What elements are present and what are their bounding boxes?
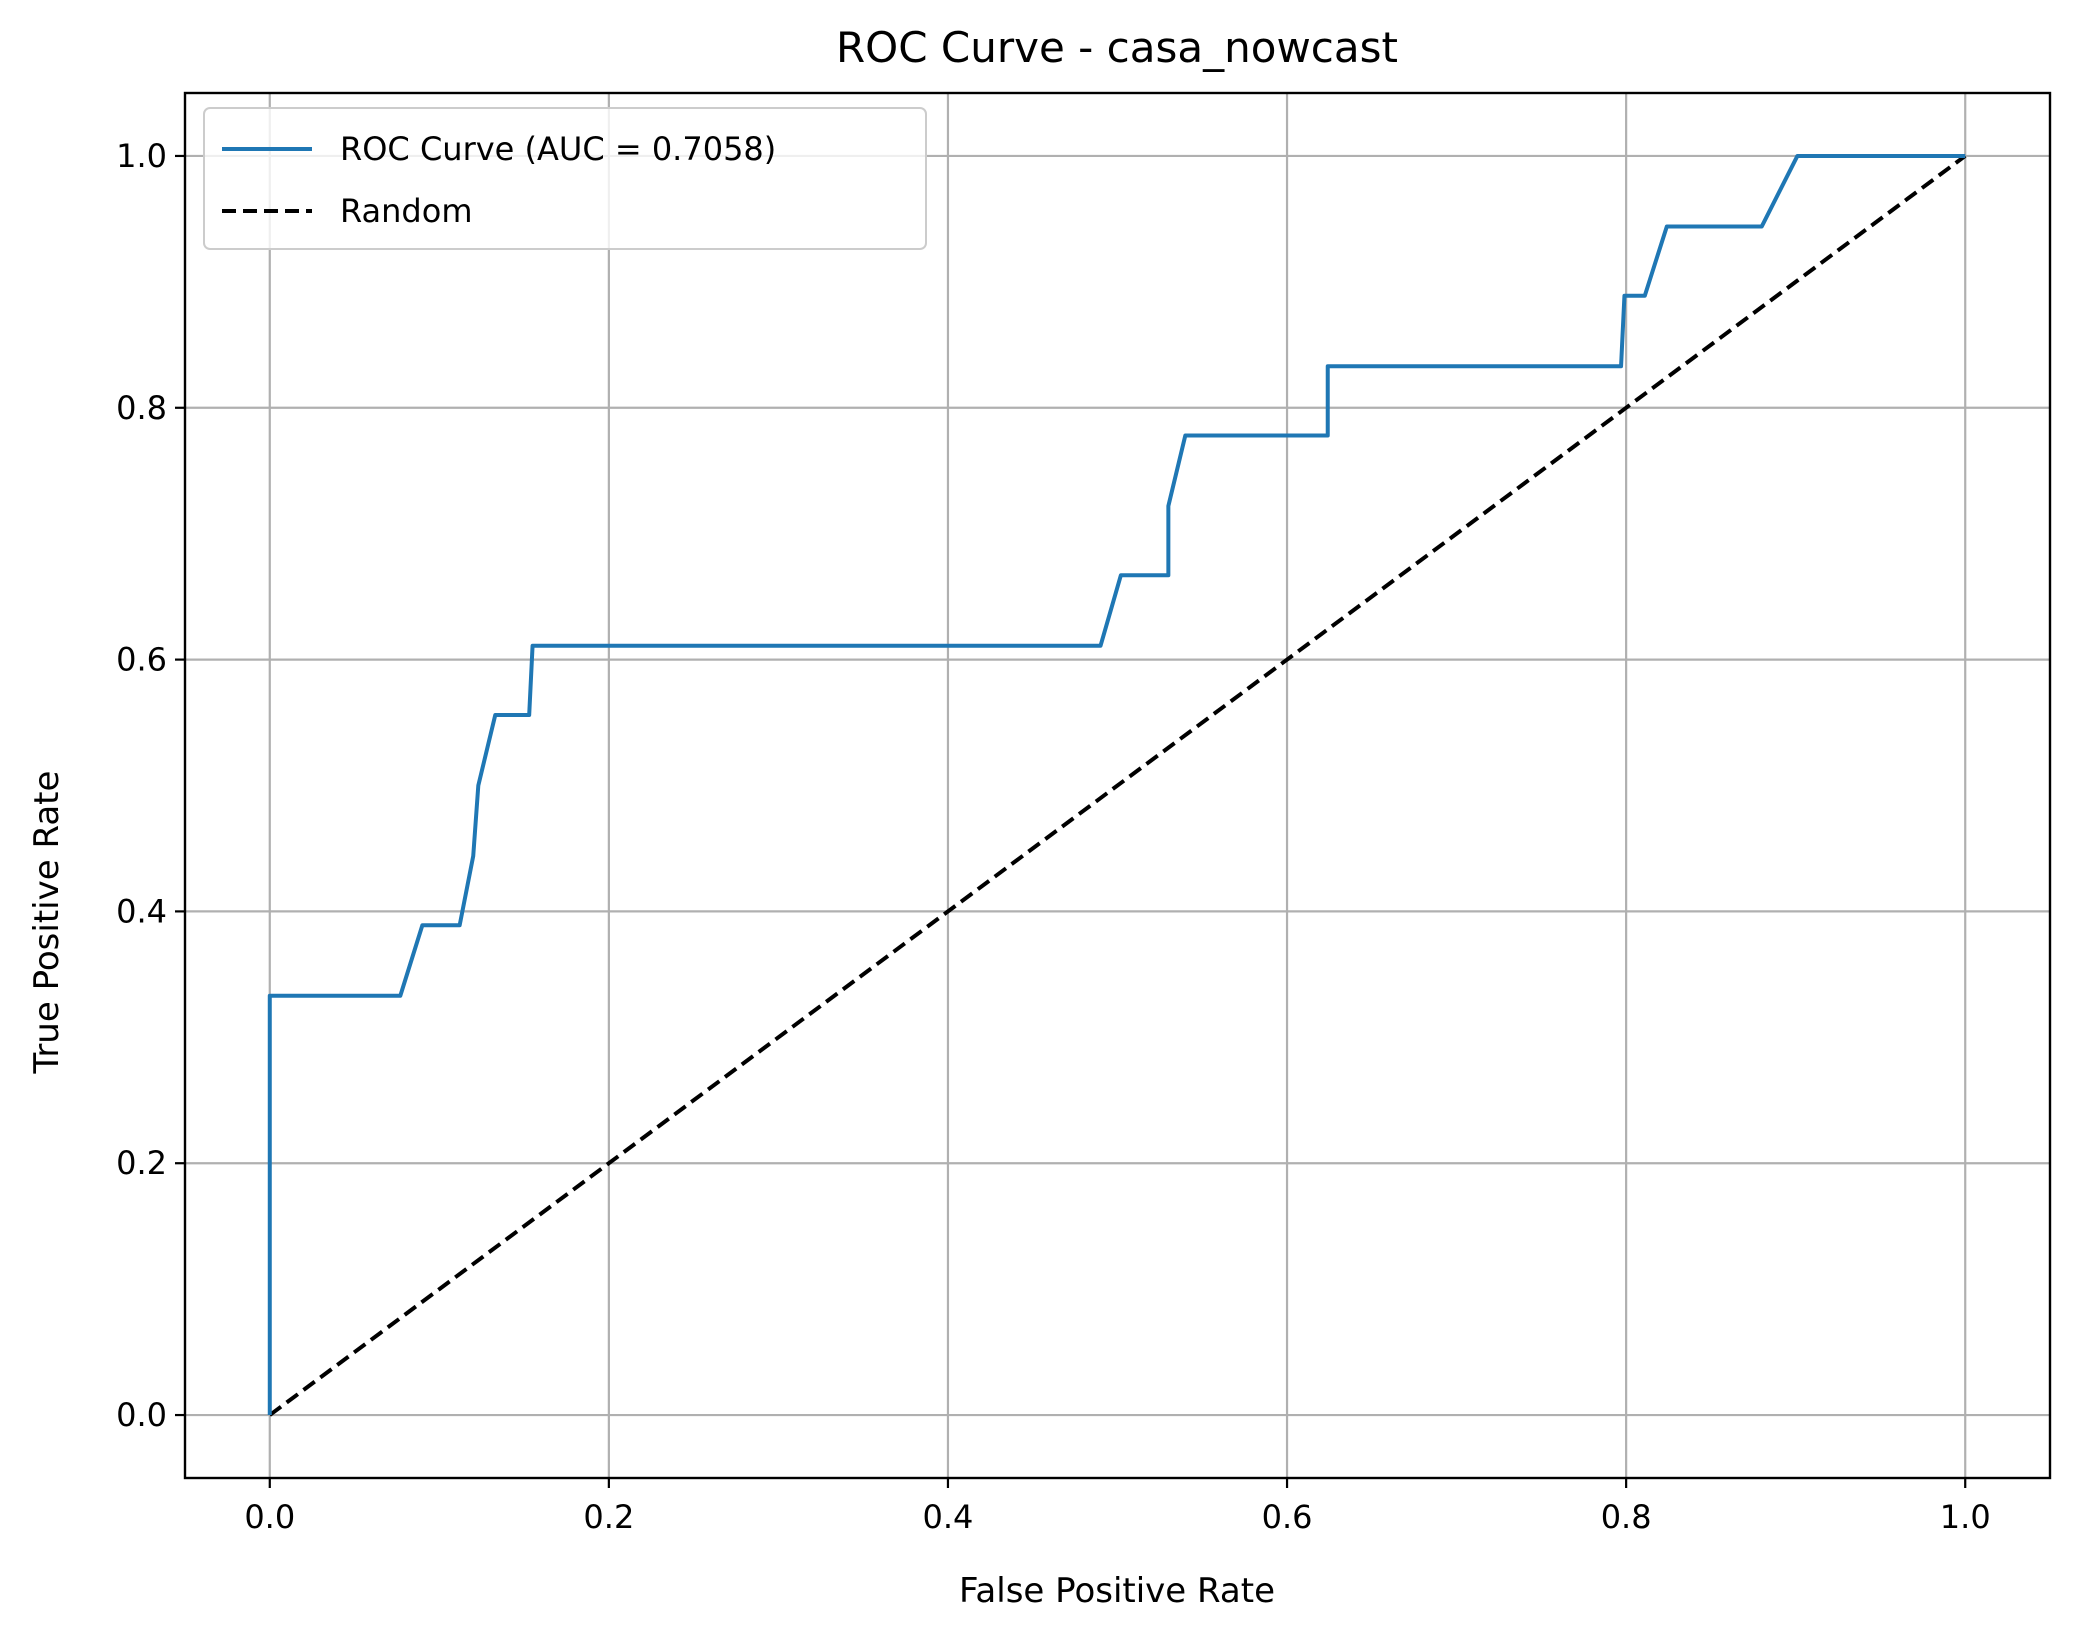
legend-label-roc: ROC Curve (AUC = 0.7058) xyxy=(340,130,776,168)
x-tick-label: 0.4 xyxy=(923,1498,974,1536)
chart-title: ROC Curve - casa_nowcast xyxy=(836,23,1398,72)
x-tick-label: 0.6 xyxy=(1262,1498,1313,1536)
plot-frame xyxy=(183,91,2052,1480)
roc-curve-line xyxy=(267,153,1966,1416)
legend-label-random: Random xyxy=(340,192,472,230)
series-layer xyxy=(267,153,1967,1417)
y-tick-label: 0.4 xyxy=(116,892,167,930)
grid-lines xyxy=(185,93,2050,1478)
x-tick-label: 0.0 xyxy=(244,1498,295,1536)
y-tick-label: 0.8 xyxy=(116,389,167,427)
random-baseline-line xyxy=(268,154,1967,1417)
axis-ticks: 0.0 0.2 0.4 0.6 0.8 1.0 0.0 0.2 0.4 0.6 0.8 1.0 xyxy=(116,137,1991,1536)
y-tick-label: 0.6 xyxy=(116,641,167,679)
legend: ROC Curve (AUC = 0.7058) Random xyxy=(203,107,927,250)
x-tick-label: 0.8 xyxy=(1601,1498,1652,1536)
y-tick-label: 0.2 xyxy=(116,1144,167,1182)
legend-box xyxy=(203,107,927,250)
x-tick-label: 1.0 xyxy=(1940,1498,1991,1536)
x-axis-label: False Positive Rate xyxy=(959,1571,1275,1611)
y-tick-label: 0.0 xyxy=(116,1396,167,1434)
y-axis-label: True Positive Rate xyxy=(27,771,67,1075)
x-tick-label: 0.2 xyxy=(583,1498,634,1536)
y-tick-label: 1.0 xyxy=(116,137,167,175)
